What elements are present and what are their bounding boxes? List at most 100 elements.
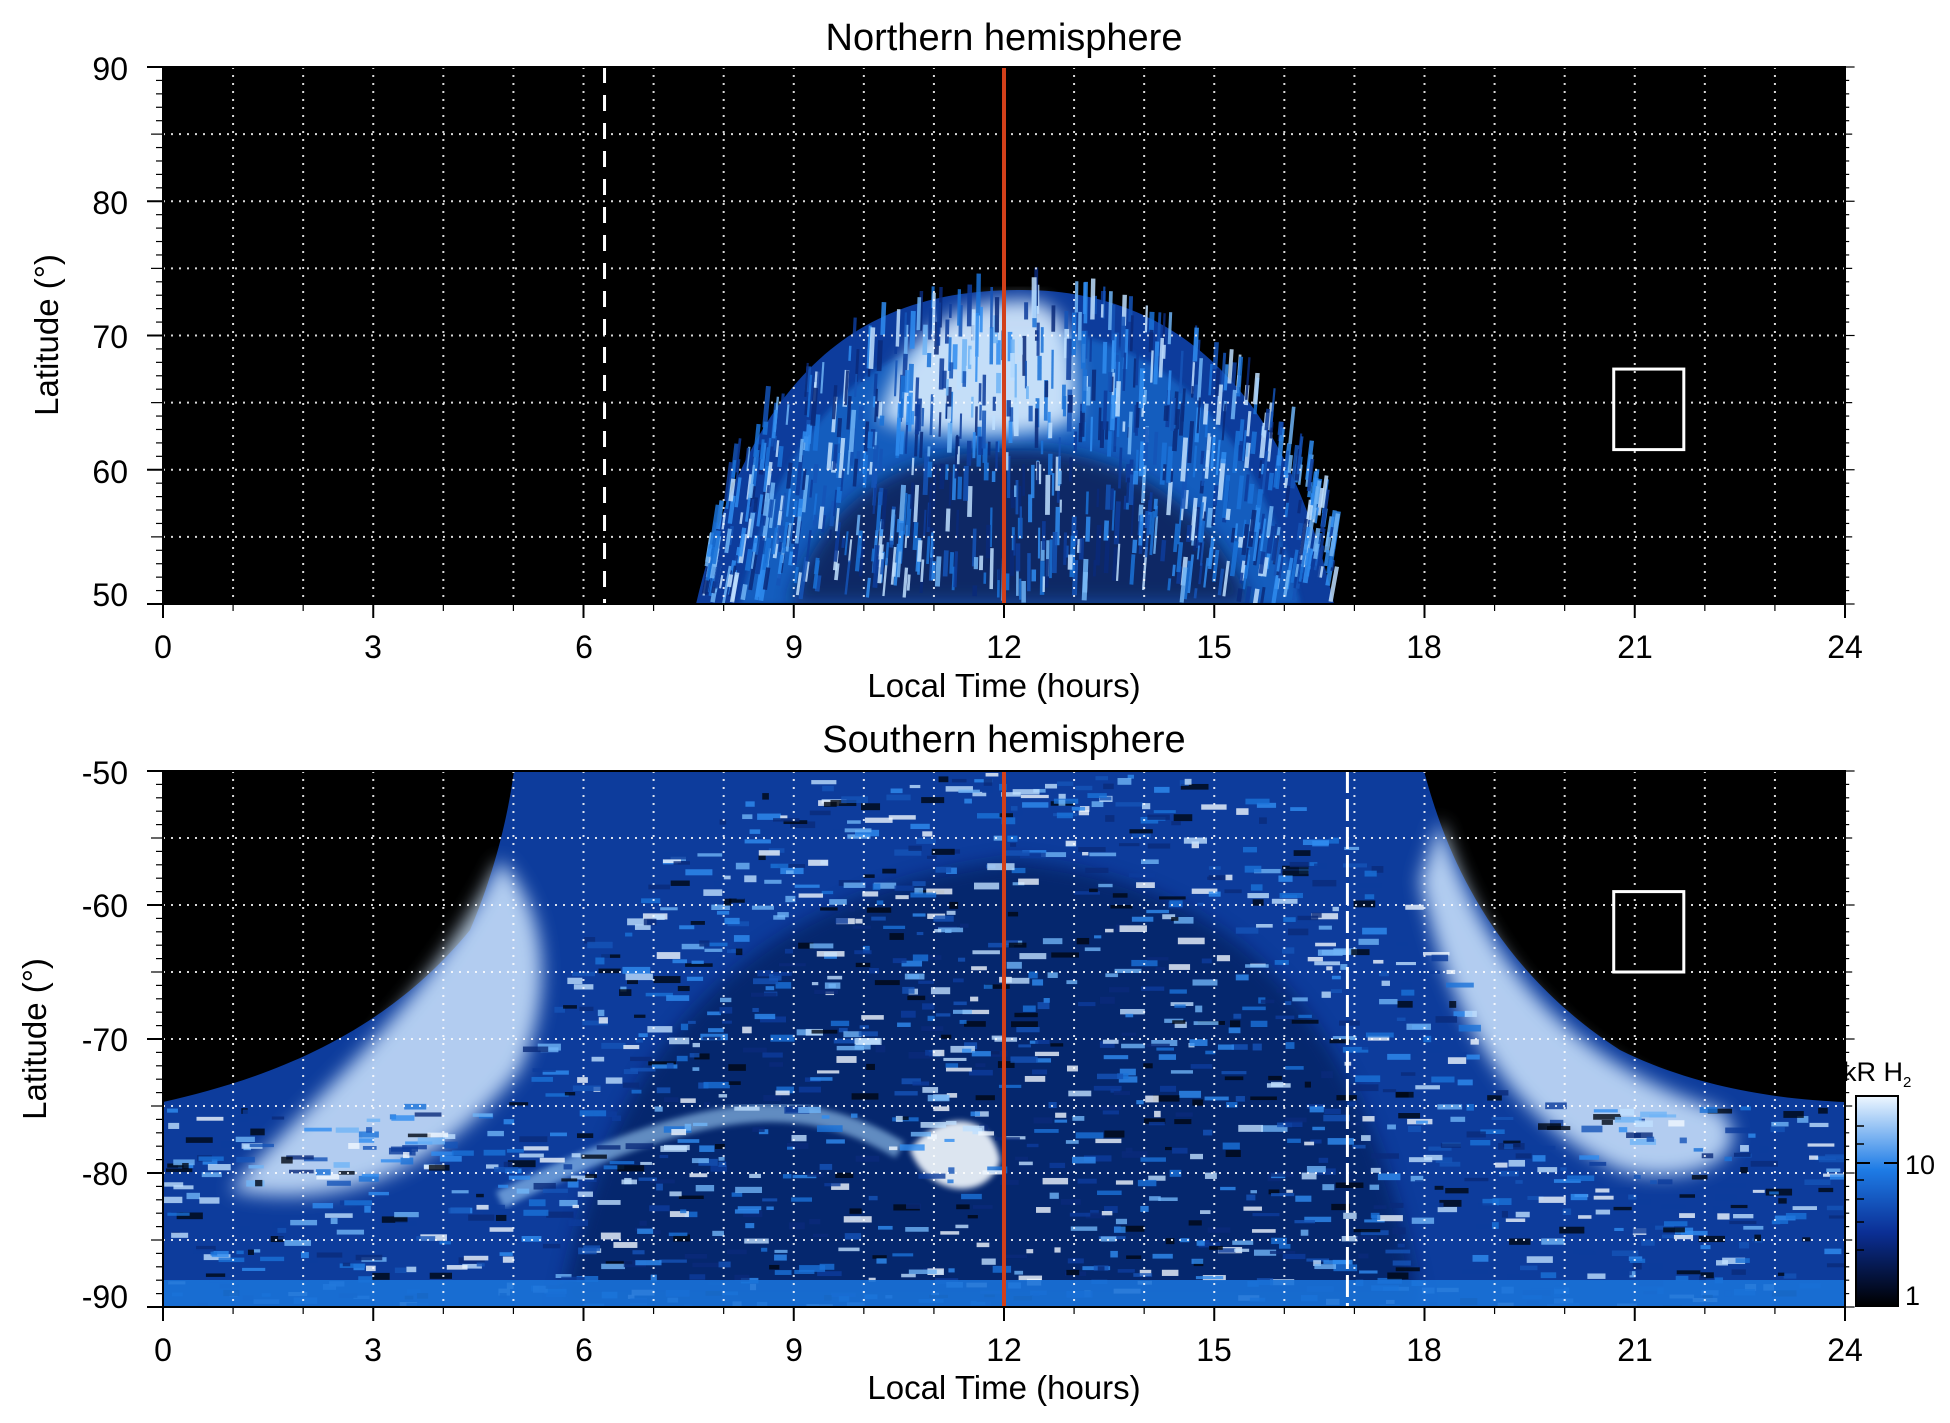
emission-speckle xyxy=(1078,847,1106,852)
emission-speckle xyxy=(752,1007,759,1013)
emission-speckle xyxy=(859,1025,869,1029)
emission-speckle xyxy=(751,905,774,910)
emission-streak xyxy=(1170,469,1174,483)
emission-speckle xyxy=(946,910,956,915)
emission-speckle xyxy=(1328,837,1339,844)
emission-streak xyxy=(1287,454,1293,474)
emission-speckle xyxy=(1802,1237,1811,1242)
emission-speckle xyxy=(792,1174,817,1179)
emission-speckle xyxy=(812,1233,829,1238)
emission-speckle xyxy=(577,1191,593,1197)
emission-speckle xyxy=(1306,1258,1330,1262)
emission-speckle xyxy=(1115,1180,1134,1185)
emission-speckle xyxy=(1022,802,1049,808)
emission-streak xyxy=(762,492,770,517)
emission-streak xyxy=(958,305,963,337)
emission-speckle xyxy=(439,1241,451,1245)
emission-speckle xyxy=(1172,1020,1186,1024)
colorbar-label: kR H2 xyxy=(1843,1057,1911,1091)
emission-speckle xyxy=(1307,862,1318,866)
emission-streak xyxy=(734,438,742,473)
emission-streak xyxy=(797,498,804,517)
emission-speckle xyxy=(1435,1016,1458,1023)
emission-streak xyxy=(1144,510,1150,529)
emission-speckle xyxy=(744,875,757,883)
emission-streak xyxy=(1137,515,1141,536)
emission-streak xyxy=(812,463,819,484)
emission-speckle xyxy=(358,1131,379,1138)
emission-streak xyxy=(872,544,880,574)
emission-speckle xyxy=(997,1061,1015,1068)
emission-speckle xyxy=(1158,1197,1178,1202)
emission-speckle xyxy=(1323,1114,1351,1122)
emission-streak xyxy=(1306,504,1314,521)
emission-streak xyxy=(1066,338,1072,380)
emission-streak xyxy=(929,394,934,436)
emission-streak xyxy=(814,575,822,592)
emission-speckle xyxy=(1700,1272,1714,1279)
emission-streak xyxy=(1071,559,1079,596)
emission-speckle xyxy=(1752,1189,1765,1193)
emission-speckle xyxy=(1294,1220,1316,1224)
emission-streak xyxy=(801,474,810,513)
emission-speckle xyxy=(1097,1190,1122,1196)
emission-speckle xyxy=(1352,1144,1366,1149)
emission-streak xyxy=(1245,442,1249,457)
northern-x-tick-24: 24 xyxy=(1827,629,1863,665)
emission-speckle xyxy=(1179,780,1189,786)
emission-speckle xyxy=(684,1211,698,1218)
emission-speckle xyxy=(1103,1055,1129,1060)
emission-speckle xyxy=(1339,1020,1360,1026)
emission-streak xyxy=(1200,450,1205,465)
emission-streak xyxy=(831,385,838,420)
emission-speckle xyxy=(1121,1043,1145,1049)
emission-speckle xyxy=(1358,938,1379,945)
emission-speckle xyxy=(922,1087,939,1093)
emission-speckle xyxy=(533,1182,556,1190)
emission-streak xyxy=(909,310,916,349)
emission-speckle xyxy=(975,1063,986,1068)
emission-speckle xyxy=(1701,1153,1714,1159)
emission-speckle xyxy=(576,1275,599,1282)
emission-speckle xyxy=(1140,1205,1149,1212)
emission-speckle xyxy=(601,1263,625,1270)
emission-speckle xyxy=(1117,778,1132,785)
emission-speckle xyxy=(1649,1114,1677,1118)
emission-speckle xyxy=(277,1227,287,1233)
emission-streak xyxy=(775,573,782,586)
emission-speckle xyxy=(1311,912,1322,918)
emission-streak xyxy=(846,396,852,430)
southern-streaks xyxy=(163,772,1845,1307)
emission-speckle xyxy=(976,1242,990,1248)
emission-speckle xyxy=(1309,1106,1324,1113)
emission-speckle xyxy=(773,915,786,920)
emission-speckle xyxy=(1356,1236,1378,1240)
emission-speckle xyxy=(689,1274,706,1280)
emission-speckle xyxy=(1769,1191,1779,1195)
emission-speckle xyxy=(847,834,871,839)
emission-streak xyxy=(938,358,945,390)
emission-speckle xyxy=(1792,1206,1817,1211)
northern-box xyxy=(1612,367,1686,452)
emission-streak xyxy=(1258,551,1266,574)
emission-speckle xyxy=(660,907,678,911)
emission-streak xyxy=(939,463,945,490)
emission-speckle xyxy=(659,1259,687,1263)
emission-streak xyxy=(851,317,857,358)
emission-speckle xyxy=(656,1087,671,1094)
emission-speckle xyxy=(1628,1194,1637,1201)
emission-speckle xyxy=(1226,1102,1238,1108)
northern-y-tick-80: 80 xyxy=(92,185,128,221)
emission-speckle xyxy=(563,1005,577,1009)
emission-speckle xyxy=(922,1003,935,1010)
emission-speckle xyxy=(1136,1100,1144,1105)
emission-streak xyxy=(1089,416,1094,452)
emission-streak xyxy=(1192,445,1198,478)
emission-streak xyxy=(1238,440,1245,462)
emission-speckle xyxy=(731,1192,743,1197)
emission-speckle xyxy=(1304,1141,1315,1146)
emission-speckle xyxy=(1170,1070,1193,1074)
emission-speckle xyxy=(391,1115,415,1121)
colorbar-gradient xyxy=(1855,1095,1899,1307)
emission-streak xyxy=(804,362,809,397)
